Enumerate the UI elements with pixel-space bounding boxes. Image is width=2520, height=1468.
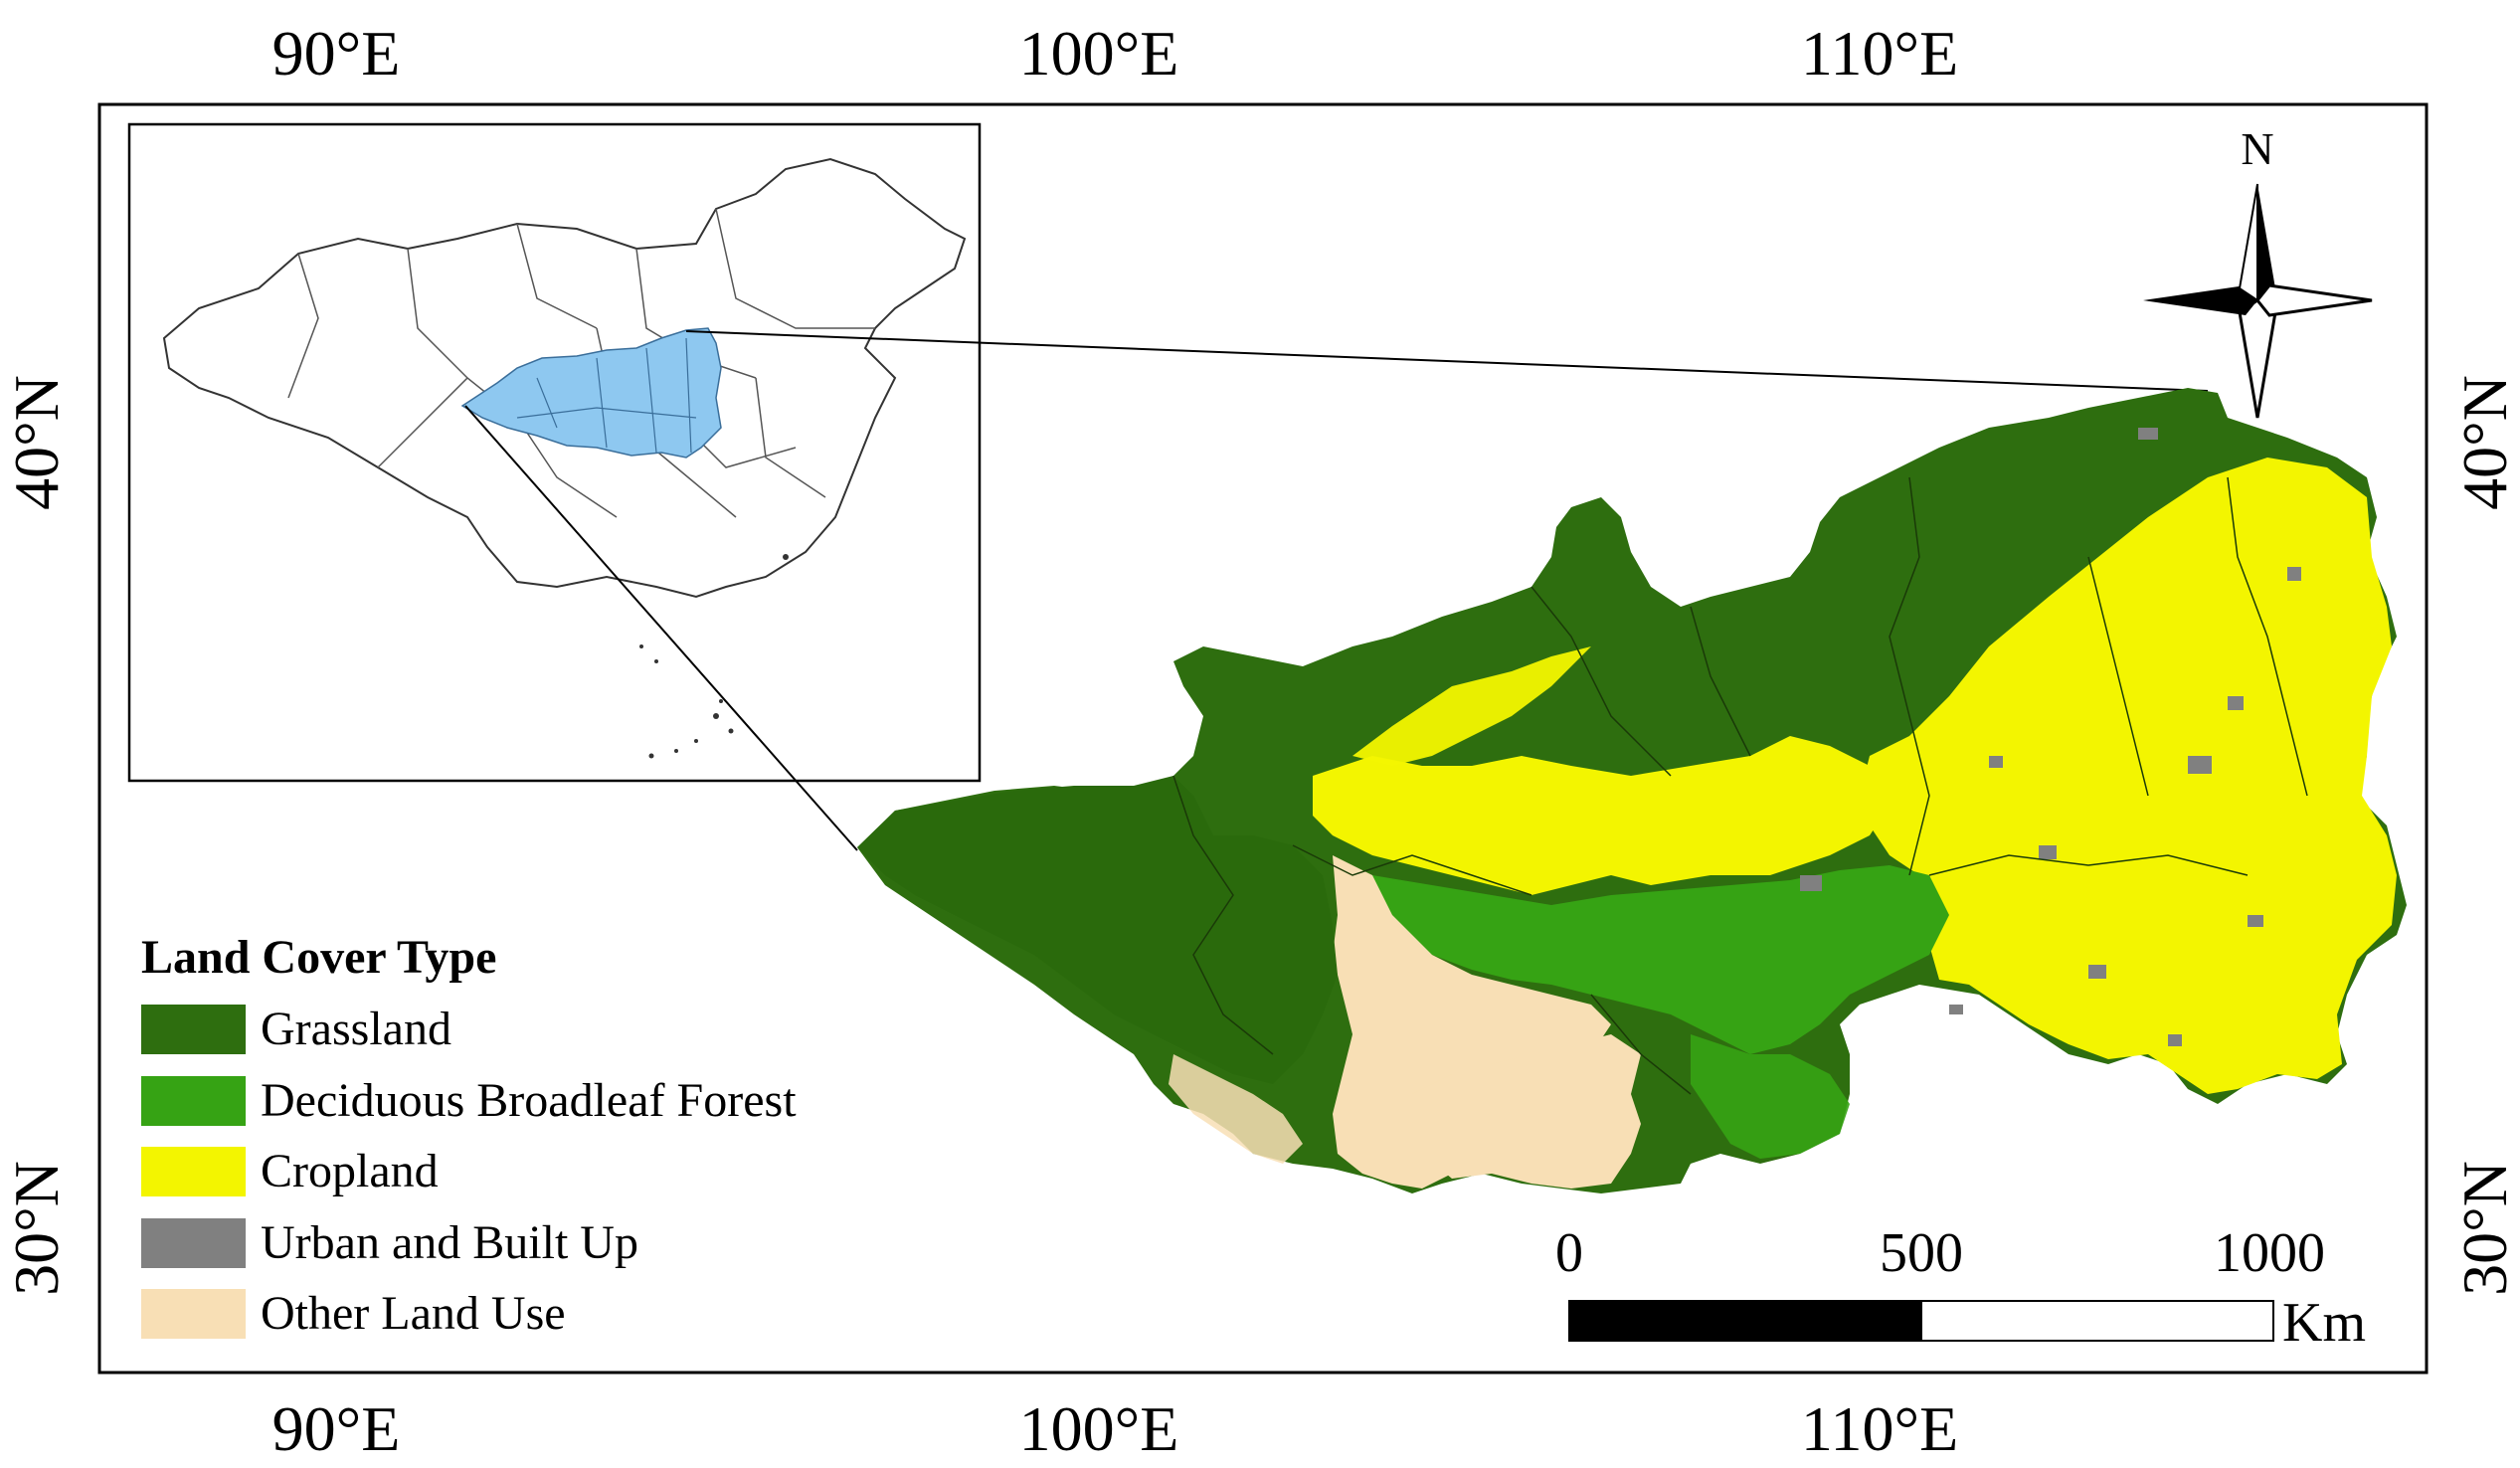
lat-tick-left-40: 40°N xyxy=(1,375,72,510)
leader-line-top xyxy=(685,330,2209,392)
scale-bar-black xyxy=(1568,1300,1922,1342)
region-other-land-southwest xyxy=(1333,855,1611,1189)
region-forest-band xyxy=(1372,865,1949,1054)
scale-label-0: 0 xyxy=(1555,1222,1583,1284)
scale-bar: 0 500 1000 Km xyxy=(1555,1222,2366,1354)
north-label: N xyxy=(2241,123,2273,174)
scale-unit: Km xyxy=(2282,1292,2366,1354)
region-forest-south xyxy=(1691,1034,1850,1159)
legend-swatch-cropland xyxy=(141,1147,246,1196)
north-arrow: N xyxy=(2143,123,2373,419)
study-region-map xyxy=(857,388,2407,1193)
lon-tick-top-90: 90°E xyxy=(272,18,401,89)
inset-map xyxy=(127,122,982,783)
legend-swatch-grassland xyxy=(141,1005,246,1054)
province-boundaries xyxy=(1172,476,2308,1095)
lon-tick-bottom-100: 100°E xyxy=(1019,1393,1179,1464)
legend-label-forest: Deciduous Broadleaf Forest xyxy=(261,1074,797,1127)
study-region-inner-lines xyxy=(516,337,697,454)
legend-label-other: Other Land Use xyxy=(261,1287,566,1340)
lat-tick-right-30: 30°N xyxy=(2449,1161,2520,1296)
region-cropland-central xyxy=(1313,736,1890,895)
lon-tick-top-100: 100°E xyxy=(1019,18,1179,89)
legend-title: Land Cover Type xyxy=(141,931,496,984)
legend-swatch-other xyxy=(141,1289,246,1339)
scale-bar-white xyxy=(1920,1300,2274,1342)
legend-label-grassland: Grassland xyxy=(261,1003,451,1055)
region-other-land-south xyxy=(1412,1034,1641,1189)
lat-tick-right-40: 40°N xyxy=(2449,375,2520,510)
region-cropland-east xyxy=(1860,458,2397,1094)
legend-swatch-forest xyxy=(141,1076,246,1126)
region-cropland-ribbon-north xyxy=(1352,646,1591,766)
legend-label-cropland: Cropland xyxy=(261,1145,439,1197)
region-grassland-west-dark xyxy=(857,776,1338,1084)
north-arrow-w xyxy=(2143,285,2257,315)
scale-label-1000: 1000 xyxy=(2214,1222,2325,1284)
lon-tick-bottom-110: 110°E xyxy=(1801,1393,1958,1464)
lon-tick-bottom-90: 90°E xyxy=(272,1393,401,1464)
lat-tick-left-30: 30°N xyxy=(1,1161,72,1296)
north-arrow-n-half xyxy=(2238,183,2258,302)
south-china-sea-islands xyxy=(639,554,789,759)
legend: Land Cover Type Grassland Deciduous Broa… xyxy=(141,931,797,1340)
lon-tick-top-110: 110°E xyxy=(1801,18,1958,89)
leader-line-bottom xyxy=(464,405,858,851)
study-region-highlight xyxy=(460,327,722,459)
urban-patches xyxy=(1800,428,2301,1046)
region-other-land-west xyxy=(1169,1054,1303,1164)
scale-label-500: 500 xyxy=(1880,1222,1963,1284)
legend-swatch-urban xyxy=(141,1218,246,1268)
legend-label-urban: Urban and Built Up xyxy=(261,1216,638,1269)
